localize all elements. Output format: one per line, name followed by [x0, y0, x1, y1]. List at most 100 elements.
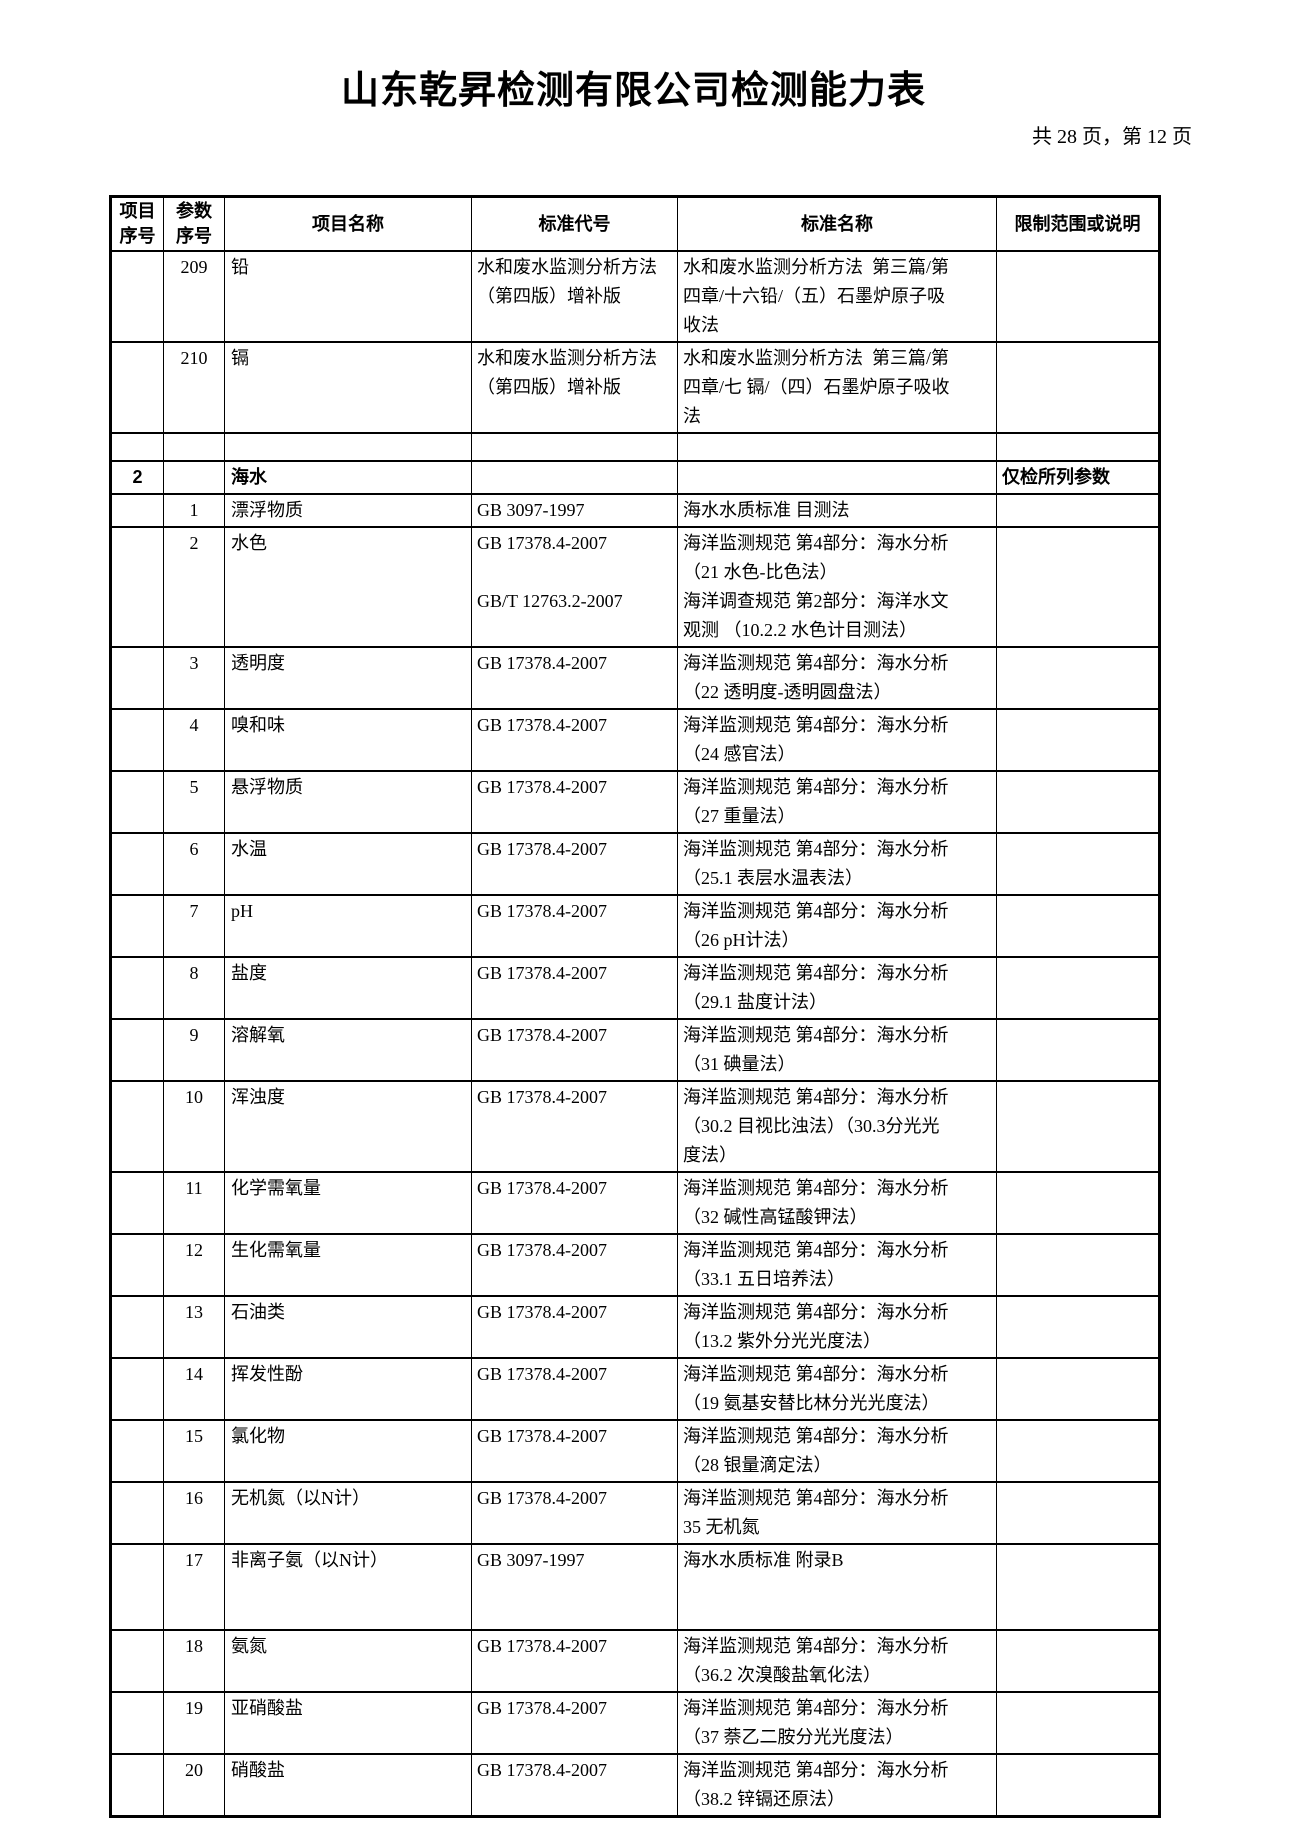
- cell-restriction: [996, 832, 1160, 896]
- cell-item-name: 化学需氧量: [224, 1171, 472, 1235]
- cell-item-no: 2: [110, 460, 164, 495]
- cell-standard-code: GB 17378.4-2007: [471, 956, 678, 1020]
- cell-restriction: [996, 526, 1160, 648]
- cell-item-no: [110, 250, 164, 343]
- cell-standard-code: GB 17378.4-2007: [471, 1357, 678, 1421]
- cell-item-no: [110, 1018, 164, 1082]
- cell-item-name: 氨氮: [224, 1629, 472, 1693]
- header-row: 项目 序号 参数 序号 项目名称 标准代号 标准名称 限制范围或说明: [110, 195, 1160, 252]
- table-row: 20 硝酸盐 GB 17378.4-2007 海洋监测规范 第4部分：海水分析 （38…: [110, 1753, 1160, 1818]
- cell-param-no: 17: [163, 1543, 225, 1631]
- cell-item-no: [110, 832, 164, 896]
- cell-item-name: 水色: [224, 526, 472, 648]
- cell-param-no: 209: [163, 250, 225, 343]
- cell-standard-name: 海洋监测规范 第4部分：海水分析 （13.2 紫外分光光度法）: [677, 1295, 997, 1359]
- cell-restriction: [996, 956, 1160, 1020]
- cell-standard-name: 海洋监测规范 第4部分：海水分析 （21 水色-比色法） 海洋调查规范 第2部分…: [677, 526, 997, 648]
- cell-item-name: 生化需氧量: [224, 1233, 472, 1297]
- cell-item-name: 漂浮物质: [224, 493, 472, 528]
- cell-restriction: [996, 1543, 1160, 1631]
- cell-standard-code: GB 17378.4-2007: [471, 1018, 678, 1082]
- cell-restriction: [996, 646, 1160, 710]
- header-item-no: 项目 序号: [110, 195, 164, 252]
- section-row: 2 海水 仅检所列参数: [110, 460, 1160, 495]
- cell-item-name: 非离子氨（以N计）: [224, 1543, 472, 1631]
- table-body: 209 铅水和废水监测分析方法 （第四版）增补版 水和废水监测分析方法 第三篇/第 …: [110, 250, 1160, 1818]
- cell-standard-name: 海洋监测规范 第4部分：海水分析 （27 重量法）: [677, 770, 997, 834]
- table-row: 4 嗅和味 GB 17378.4-2007 海洋监测规范 第4部分：海水分析 （24 …: [110, 708, 1160, 772]
- cell-param-no: 9: [163, 1018, 225, 1082]
- cell-restriction: [996, 1171, 1160, 1235]
- cell-restriction: [996, 493, 1160, 528]
- cell-standard-name: 海洋监测规范 第4部分：海水分析 （22 透明度-透明圆盘法）: [677, 646, 997, 710]
- table-row: 17 非离子氨（以N计） GB 3097-1997 海水水质标准 附录B: [110, 1543, 1160, 1631]
- cell-item-name: 悬浮物质: [224, 770, 472, 834]
- header-standard-name: 标准名称: [677, 195, 997, 252]
- header-standard-code: 标准代号: [471, 195, 678, 252]
- cell-param-no: 19: [163, 1691, 225, 1755]
- cell-standard-name: 海洋监测规范 第4部分：海水分析 （30.2 目视比浊法）（30.3分光光 度法…: [677, 1080, 997, 1173]
- cell-standard-name: 海洋监测规范 第4部分：海水分析 （31 碘量法）: [677, 1018, 997, 1082]
- cell-item-name: 盐度: [224, 956, 472, 1020]
- cell-restriction: [996, 1629, 1160, 1693]
- cell-standard-name: 海洋监测规范 第4部分：海水分析 （28 银量滴定法）: [677, 1419, 997, 1483]
- capability-table: 项目 序号 参数 序号 项目名称 标准代号 标准名称 限制范围或说明 209 铅水…: [109, 195, 1161, 1818]
- cell-restriction: [996, 1419, 1160, 1483]
- cell-standard-name: [677, 432, 997, 462]
- cell-item-name: 透明度: [224, 646, 472, 710]
- table-row: 11 化学需氧量 GB 17378.4-2007 海洋监测规范 第4部分：海水分析 （…: [110, 1171, 1160, 1235]
- cell-standard-code: GB 3097-1997: [471, 493, 678, 528]
- cell-item-name: 石油类: [224, 1295, 472, 1359]
- cell-standard-code: [471, 432, 678, 462]
- table-row: 19 亚硝酸盐 GB 17378.4-2007 海洋监测规范 第4部分：海水分析 （3…: [110, 1691, 1160, 1755]
- cell-restriction: [996, 250, 1160, 343]
- cell-standard-code: GB 17378.4-2007: [471, 1171, 678, 1235]
- cell-param-no: 10: [163, 1080, 225, 1173]
- cell-param-no: 16: [163, 1481, 225, 1545]
- cell-param-no: 2: [163, 526, 225, 648]
- table-row: 8 盐度 GB 17378.4-2007 海洋监测规范 第4部分：海水分析 （29.1…: [110, 956, 1160, 1020]
- cell-item-name: 水温: [224, 832, 472, 896]
- table-row: 3 透明度 GB 17378.4-2007 海洋监测规范 第4部分：海水分析 （22 …: [110, 646, 1160, 710]
- table-row: 16 无机氮（以N计） GB 17378.4-2007 海洋监测规范 第4部分：海水分…: [110, 1481, 1160, 1545]
- table-row: 210 镉水和废水监测分析方法 （第四版）增补版 水和废水监测分析方法 第三篇/第 …: [110, 341, 1160, 434]
- cell-item-no: [110, 1233, 164, 1297]
- cell-standard-code: GB 17378.4-2007: [471, 1753, 678, 1818]
- cell-param-no: 7: [163, 894, 225, 958]
- cell-item-no: [110, 1171, 164, 1235]
- cell-standard-code: GB 17378.4-2007: [471, 1080, 678, 1173]
- cell-restriction: [996, 770, 1160, 834]
- cell-param-no: 5: [163, 770, 225, 834]
- cell-param-no: 210: [163, 341, 225, 434]
- cell-item-no: [110, 1481, 164, 1545]
- cell-standard-name: 海洋监测规范 第4部分：海水分析 （26 pH计法）: [677, 894, 997, 958]
- cell-item-no: [110, 341, 164, 434]
- empty-row: [110, 432, 1160, 462]
- cell-standard-code: GB 17378.4-2007: [471, 1481, 678, 1545]
- table-row: 1 漂浮物质 GB 3097-1997 海水水质标准 目测法: [110, 493, 1160, 528]
- document-content: 山东乾昇检测有限公司检测能力表 共 28 页，第 12 页 项目 序号 参数 序…: [109, 68, 1192, 1818]
- cell-item-name: 嗅和味: [224, 708, 472, 772]
- cell-restriction: [996, 1233, 1160, 1297]
- cell-item-name: 氯化物: [224, 1419, 472, 1483]
- cell-item-name: 无机氮（以N计）: [224, 1481, 472, 1545]
- cell-standard-name: 海洋监测规范 第4部分：海水分析 （38.2 锌镉还原法）: [677, 1753, 997, 1818]
- cell-restriction: [996, 1295, 1160, 1359]
- cell-standard-name: 海水水质标准 附录B: [677, 1543, 997, 1631]
- cell-standard-name: 海洋监测规范 第4部分：海水分析 35 无机氮: [677, 1481, 997, 1545]
- cell-standard-code: [471, 460, 678, 495]
- cell-item-name: 亚硝酸盐: [224, 1691, 472, 1755]
- table-row: 5 悬浮物质 GB 17378.4-2007 海洋监测规范 第4部分：海水分析 （27…: [110, 770, 1160, 834]
- table-row: 13 石油类 GB 17378.4-2007 海洋监测规范 第4部分：海水分析 （13…: [110, 1295, 1160, 1359]
- cell-item-name: 硝酸盐: [224, 1753, 472, 1818]
- table-row: 15 氯化物 GB 17378.4-2007 海洋监测规范 第4部分：海水分析 （28…: [110, 1419, 1160, 1483]
- cell-item-no: [110, 708, 164, 772]
- cell-restriction: [996, 341, 1160, 434]
- cell-standard-code: GB 3097-1997: [471, 1543, 678, 1631]
- table-header: 项目 序号 参数 序号 项目名称 标准代号 标准名称 限制范围或说明: [110, 195, 1160, 252]
- cell-param-no: 13: [163, 1295, 225, 1359]
- cell-item-no: [110, 956, 164, 1020]
- cell-standard-name: 水和废水监测分析方法 第三篇/第 四章/十六铅/（五）石墨炉原子吸 收法: [677, 250, 997, 343]
- cell-standard-code: 水和废水监测分析方法 （第四版）增补版: [471, 250, 678, 343]
